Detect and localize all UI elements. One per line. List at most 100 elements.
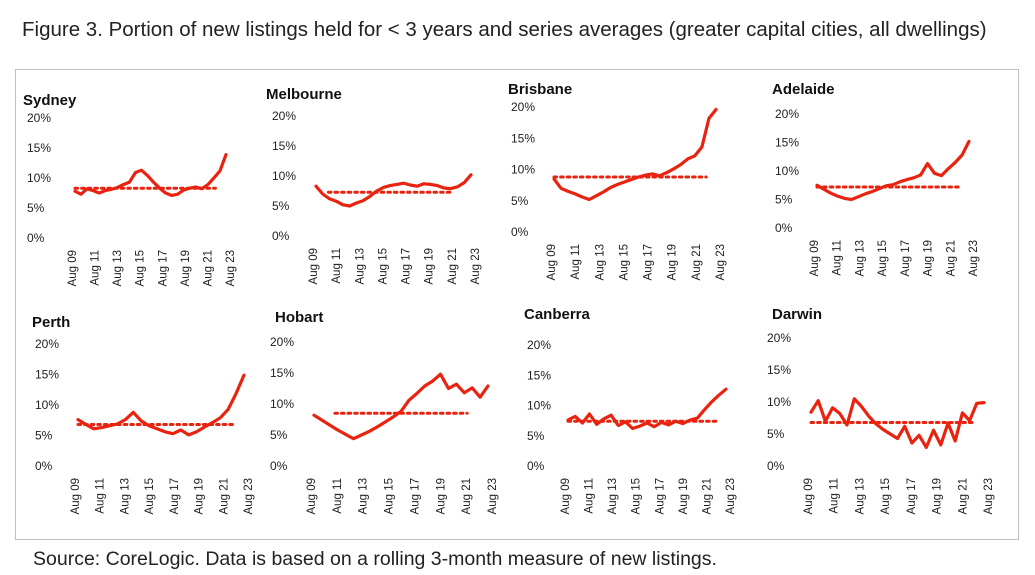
- x-tick-label: Aug 13: [594, 244, 606, 280]
- x-tick-label: Aug 23: [487, 478, 499, 514]
- x-tick-label: Aug 21: [202, 250, 214, 286]
- x-tick-label: Aug 15: [631, 478, 643, 514]
- source-note: Source: CoreLogic. Data is based on a ro…: [33, 548, 717, 570]
- y-tick-label: 10%: [511, 163, 535, 177]
- y-tick-label: 5%: [527, 429, 545, 443]
- y-tick-label: 5%: [511, 194, 529, 208]
- panel-title: Adelaide: [772, 81, 835, 98]
- y-tick-label: 15%: [272, 139, 296, 153]
- y-tick-label: 15%: [270, 366, 294, 380]
- y-tick-label: 0%: [27, 231, 45, 245]
- panel-perth: Perth 0% 5% 10% 15% 20% Aug 09 Aug 11 Aug 13 Aug …: [32, 314, 255, 514]
- x-tick-label: Aug 13: [119, 478, 131, 514]
- y-tick-label: 0%: [511, 225, 529, 239]
- x-tick-label: Aug 21: [945, 240, 957, 276]
- x-tick-label: Aug 11: [332, 478, 344, 514]
- y-tick-label: 20%: [527, 338, 551, 352]
- x-tick-label: Aug 15: [880, 478, 892, 514]
- x-tick-label: Aug 13: [112, 250, 124, 286]
- series-line: [552, 107, 718, 202]
- y-tick-label: 10%: [527, 399, 551, 413]
- x-tick-label: Aug 19: [932, 478, 944, 514]
- y-tick-label: 0%: [527, 459, 545, 473]
- x-tick-label: Aug 19: [424, 248, 436, 284]
- panel-title: Darwin: [772, 306, 822, 323]
- y-tick-label: 5%: [27, 201, 45, 215]
- y-tick-label: 0%: [767, 459, 785, 473]
- x-tick-label: Aug 09: [560, 478, 572, 514]
- y-tick-label: 5%: [272, 199, 290, 213]
- panel-title: Canberra: [524, 306, 591, 323]
- series-line: [312, 372, 490, 441]
- y-tick-label: 20%: [511, 100, 535, 114]
- x-tick-label: Aug 11: [832, 240, 844, 276]
- x-tick-label: Aug 21: [701, 478, 713, 514]
- x-tick-label: Aug 11: [570, 244, 582, 280]
- series-line: [76, 373, 246, 437]
- series-line: [73, 152, 228, 198]
- y-tick-label: 20%: [272, 109, 296, 123]
- y-tick-label: 5%: [270, 428, 288, 442]
- y-tick-label: 20%: [27, 111, 51, 125]
- x-tick-label: Aug 15: [384, 478, 396, 514]
- series-line: [314, 173, 473, 208]
- panel-sydney: Sydney 0% 5% 10% 15% 20% Aug 09 Aug 11 Aug 13 Aug…: [23, 92, 237, 286]
- panel-canberra: Canberra 0% 5% 10% 15% 20% Aug 09 Aug 11 Aug 13 A…: [524, 306, 737, 514]
- x-tick-label: Aug 17: [906, 478, 918, 514]
- x-tick-label: Aug 23: [243, 478, 255, 514]
- x-tick-label: Aug 09: [70, 478, 82, 514]
- panel-adelaide: Adelaide 0% 5% 10% 15% 20% Aug 09 Aug 11 Aug 13 A…: [772, 81, 980, 276]
- x-tick-label: Aug 19: [435, 478, 447, 514]
- y-tick-label: 5%: [775, 193, 793, 207]
- x-tick-label: Aug 11: [331, 248, 343, 284]
- panel-darwin: Darwin 0% 5% 10% 15% 20% Aug 09 Aug 11 Aug 13 Aug…: [767, 306, 995, 514]
- x-tick-label: Aug 09: [67, 250, 79, 286]
- y-tick-label: 10%: [272, 169, 296, 183]
- y-tick-label: 20%: [775, 107, 799, 121]
- x-tick-label: Aug 23: [968, 240, 980, 276]
- x-tick-label: Aug 09: [546, 244, 558, 280]
- x-tick-label: Aug 15: [377, 248, 389, 284]
- x-tick-label: Aug 15: [618, 244, 630, 280]
- panel-title: Perth: [32, 314, 70, 331]
- x-tick-label: Aug 17: [654, 478, 666, 514]
- x-tick-label: Aug 19: [667, 244, 679, 280]
- x-tick-label: Aug 23: [470, 248, 482, 284]
- x-tick-label: Aug 19: [194, 478, 206, 514]
- x-tick-label: Aug 13: [358, 478, 370, 514]
- x-tick-label: Aug 11: [90, 250, 102, 286]
- x-tick-label: Aug 13: [854, 240, 866, 276]
- y-tick-label: 10%: [775, 164, 799, 178]
- y-tick-label: 0%: [35, 459, 53, 473]
- y-tick-label: 10%: [35, 398, 59, 412]
- y-tick-label: 15%: [767, 363, 791, 377]
- x-tick-label: Aug 21: [957, 478, 969, 514]
- x-tick-label: Aug 21: [461, 478, 473, 514]
- chart-frame: [15, 69, 1019, 540]
- panel-title: Melbourne: [266, 86, 342, 103]
- x-tick-label: Aug 21: [691, 244, 703, 280]
- x-tick-label: Aug 15: [135, 250, 147, 286]
- x-tick-label: Aug 19: [923, 240, 935, 276]
- y-tick-label: 15%: [775, 136, 799, 150]
- panel-brisbane: Brisbane 0% 5% 10% 15% 20% Aug 09 Aug 11 Aug 13 A…: [508, 81, 727, 280]
- y-tick-label: 15%: [35, 368, 59, 382]
- x-tick-label: Aug 15: [877, 240, 889, 276]
- series-line: [809, 397, 986, 449]
- x-tick-label: Aug 21: [218, 478, 230, 514]
- y-tick-label: 15%: [27, 141, 51, 155]
- x-tick-label: Aug 17: [643, 244, 655, 280]
- x-tick-label: Aug 19: [180, 250, 192, 286]
- x-tick-label: Aug 09: [803, 478, 815, 514]
- small-multiples-chart: Sydney 0% 5% 10% 15% 20% Aug 09 Aug 11 Aug 13 Aug…: [23, 81, 995, 514]
- x-tick-label: Aug 23: [225, 250, 237, 286]
- x-tick-label: Aug 23: [715, 244, 727, 280]
- x-tick-label: Aug 09: [308, 248, 320, 284]
- panel-title: Sydney: [23, 92, 77, 109]
- y-tick-label: 5%: [35, 429, 53, 443]
- y-tick-label: 20%: [767, 331, 791, 345]
- y-tick-label: 10%: [767, 395, 791, 409]
- x-tick-label: Aug 15: [144, 478, 156, 514]
- y-tick-label: 0%: [272, 229, 290, 243]
- series-line: [566, 387, 728, 431]
